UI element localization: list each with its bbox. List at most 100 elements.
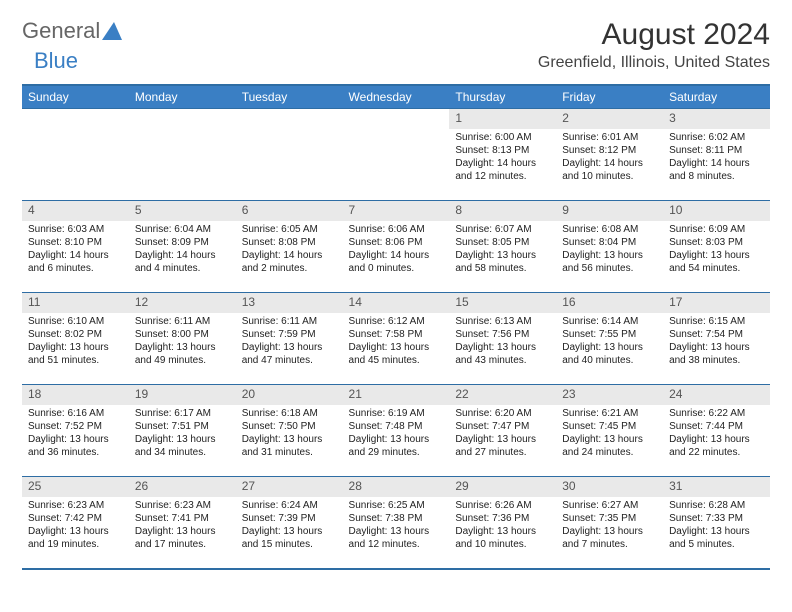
month-title: August 2024 xyxy=(538,18,770,52)
day-content: Sunrise: 6:09 AMSunset: 8:03 PMDaylight:… xyxy=(663,221,770,277)
sunset-text: Sunset: 7:54 PM xyxy=(669,328,764,341)
location: Greenfield, Illinois, United States xyxy=(538,54,770,72)
day-content: Sunrise: 6:19 AMSunset: 7:48 PMDaylight:… xyxy=(343,405,450,461)
sunrise-text: Sunrise: 6:11 AM xyxy=(242,315,337,328)
calendar-day-cell: 1Sunrise: 6:00 AMSunset: 8:13 PMDaylight… xyxy=(449,109,556,201)
calendar-day-cell: 30Sunrise: 6:27 AMSunset: 7:35 PMDayligh… xyxy=(556,477,663,569)
calendar-day-cell: 24Sunrise: 6:22 AMSunset: 7:44 PMDayligh… xyxy=(663,385,770,477)
sunset-text: Sunset: 7:58 PM xyxy=(349,328,444,341)
day-number: 24 xyxy=(663,385,770,405)
day-number: 2 xyxy=(556,109,663,129)
calendar-day-cell: 8 Sunrise: 6:07 AMSunset: 8:05 PMDaylight… xyxy=(449,201,556,293)
sunrise-text: Sunrise: 6:04 AM xyxy=(135,223,230,236)
sunrise-text: Sunrise: 6:10 AM xyxy=(28,315,123,328)
logo-sail-icon xyxy=(102,22,122,40)
calendar-day-cell: 3Sunrise: 6:02 AMSunset: 8:11 PMDaylight… xyxy=(663,109,770,201)
day-content: Sunrise: 6:21 AMSunset: 7:45 PMDaylight:… xyxy=(556,405,663,461)
sunrise-text: Sunrise: 6:08 AM xyxy=(562,223,657,236)
sunrise-text: Sunrise: 6:13 AM xyxy=(455,315,550,328)
weekday-header-row: Sunday Monday Tuesday Wednesday Thursday… xyxy=(22,85,770,109)
day-number: 1 xyxy=(449,109,556,129)
sunset-text: Sunset: 8:06 PM xyxy=(349,236,444,249)
sunset-text: Sunset: 7:38 PM xyxy=(349,512,444,525)
daylight-text: Daylight: 13 hours and 29 minutes. xyxy=(349,433,444,459)
day-content: Sunrise: 6:12 AMSunset: 7:58 PMDaylight:… xyxy=(343,313,450,369)
day-number: 26 xyxy=(129,477,236,497)
sunrise-text: Sunrise: 6:15 AM xyxy=(669,315,764,328)
day-content: Sunrise: 6:17 AMSunset: 7:51 PMDaylight:… xyxy=(129,405,236,461)
logo: General xyxy=(22,18,122,44)
sunrise-text: Sunrise: 6:07 AM xyxy=(455,223,550,236)
day-content: Sunrise: 6:20 AMSunset: 7:47 PMDaylight:… xyxy=(449,405,556,461)
day-number: 29 xyxy=(449,477,556,497)
sunrise-text: Sunrise: 6:22 AM xyxy=(669,407,764,420)
daylight-text: Daylight: 13 hours and 40 minutes. xyxy=(562,341,657,367)
calendar-day-cell: 10Sunrise: 6:09 AMSunset: 8:03 PMDayligh… xyxy=(663,201,770,293)
daylight-text: Daylight: 13 hours and 56 minutes. xyxy=(562,249,657,275)
day-number: 22 xyxy=(449,385,556,405)
day-content: Sunrise: 6:23 AMSunset: 7:42 PMDaylight:… xyxy=(22,497,129,553)
day-content: Sunrise: 6:03 AMSunset: 8:10 PMDaylight:… xyxy=(22,221,129,277)
day-content: Sunrise: 6:22 AMSunset: 7:44 PMDaylight:… xyxy=(663,405,770,461)
calendar-day-cell: 21Sunrise: 6:19 AMSunset: 7:48 PMDayligh… xyxy=(343,385,450,477)
day-number: 8 xyxy=(449,201,556,221)
weekday-header: Friday xyxy=(556,85,663,109)
logo-text-general: General xyxy=(22,18,100,44)
calendar-day-cell: 25Sunrise: 6:23 AMSunset: 7:42 PMDayligh… xyxy=(22,477,129,569)
day-number: 4 xyxy=(22,201,129,221)
day-content: Sunrise: 6:11 AMSunset: 7:59 PMDaylight:… xyxy=(236,313,343,369)
calendar-day-cell: 22Sunrise: 6:20 AMSunset: 7:47 PMDayligh… xyxy=(449,385,556,477)
sunrise-text: Sunrise: 6:26 AM xyxy=(455,499,550,512)
sunset-text: Sunset: 7:45 PM xyxy=(562,420,657,433)
daylight-text: Daylight: 14 hours and 6 minutes. xyxy=(28,249,123,275)
sunrise-text: Sunrise: 6:21 AM xyxy=(562,407,657,420)
day-content: Sunrise: 6:00 AMSunset: 8:13 PMDaylight:… xyxy=(449,129,556,185)
calendar-week-row: 1Sunrise: 6:00 AMSunset: 8:13 PMDaylight… xyxy=(22,109,770,201)
day-content: Sunrise: 6:11 AMSunset: 8:00 PMDaylight:… xyxy=(129,313,236,369)
sunset-text: Sunset: 7:39 PM xyxy=(242,512,337,525)
sunset-text: Sunset: 8:10 PM xyxy=(28,236,123,249)
day-number: 16 xyxy=(556,293,663,313)
daylight-text: Daylight: 13 hours and 51 minutes. xyxy=(28,341,123,367)
calendar-day-cell: 11Sunrise: 6:10 AMSunset: 8:02 PMDayligh… xyxy=(22,293,129,385)
sunset-text: Sunset: 7:52 PM xyxy=(28,420,123,433)
day-number: 12 xyxy=(129,293,236,313)
calendar-day-cell: 14Sunrise: 6:12 AMSunset: 7:58 PMDayligh… xyxy=(343,293,450,385)
day-number: 18 xyxy=(22,385,129,405)
calendar-day-cell: 17Sunrise: 6:15 AMSunset: 7:54 PMDayligh… xyxy=(663,293,770,385)
calendar-day-cell: 27Sunrise: 6:24 AMSunset: 7:39 PMDayligh… xyxy=(236,477,343,569)
day-number: 27 xyxy=(236,477,343,497)
sunset-text: Sunset: 8:05 PM xyxy=(455,236,550,249)
sunrise-text: Sunrise: 6:12 AM xyxy=(349,315,444,328)
day-content: Sunrise: 6:18 AMSunset: 7:50 PMDaylight:… xyxy=(236,405,343,461)
calendar-day-cell: 2Sunrise: 6:01 AMSunset: 8:12 PMDaylight… xyxy=(556,109,663,201)
day-content: Sunrise: 6:15 AMSunset: 7:54 PMDaylight:… xyxy=(663,313,770,369)
day-number: 3 xyxy=(663,109,770,129)
weekday-header: Tuesday xyxy=(236,85,343,109)
day-content: Sunrise: 6:23 AMSunset: 7:41 PMDaylight:… xyxy=(129,497,236,553)
calendar-day-cell xyxy=(129,109,236,201)
sunset-text: Sunset: 7:51 PM xyxy=(135,420,230,433)
calendar-day-cell: 4Sunrise: 6:03 AMSunset: 8:10 PMDaylight… xyxy=(22,201,129,293)
day-content: Sunrise: 6:26 AMSunset: 7:36 PMDaylight:… xyxy=(449,497,556,553)
day-content: Sunrise: 6:13 AMSunset: 7:56 PMDaylight:… xyxy=(449,313,556,369)
day-number: 19 xyxy=(129,385,236,405)
sunset-text: Sunset: 8:00 PM xyxy=(135,328,230,341)
daylight-text: Daylight: 14 hours and 8 minutes. xyxy=(669,157,764,183)
sunrise-text: Sunrise: 6:28 AM xyxy=(669,499,764,512)
sunrise-text: Sunrise: 6:03 AM xyxy=(28,223,123,236)
sunrise-text: Sunrise: 6:18 AM xyxy=(242,407,337,420)
sunrise-text: Sunrise: 6:05 AM xyxy=(242,223,337,236)
day-number: 20 xyxy=(236,385,343,405)
daylight-text: Daylight: 13 hours and 54 minutes. xyxy=(669,249,764,275)
day-number: 30 xyxy=(556,477,663,497)
calendar-day-cell: 5Sunrise: 6:04 AMSunset: 8:09 PMDaylight… xyxy=(129,201,236,293)
sunrise-text: Sunrise: 6:19 AM xyxy=(349,407,444,420)
daylight-text: Daylight: 13 hours and 36 minutes. xyxy=(28,433,123,459)
day-number: 13 xyxy=(236,293,343,313)
day-number: 14 xyxy=(343,293,450,313)
sunrise-text: Sunrise: 6:24 AM xyxy=(242,499,337,512)
sunset-text: Sunset: 7:48 PM xyxy=(349,420,444,433)
daylight-text: Daylight: 13 hours and 58 minutes. xyxy=(455,249,550,275)
daylight-text: Daylight: 13 hours and 34 minutes. xyxy=(135,433,230,459)
